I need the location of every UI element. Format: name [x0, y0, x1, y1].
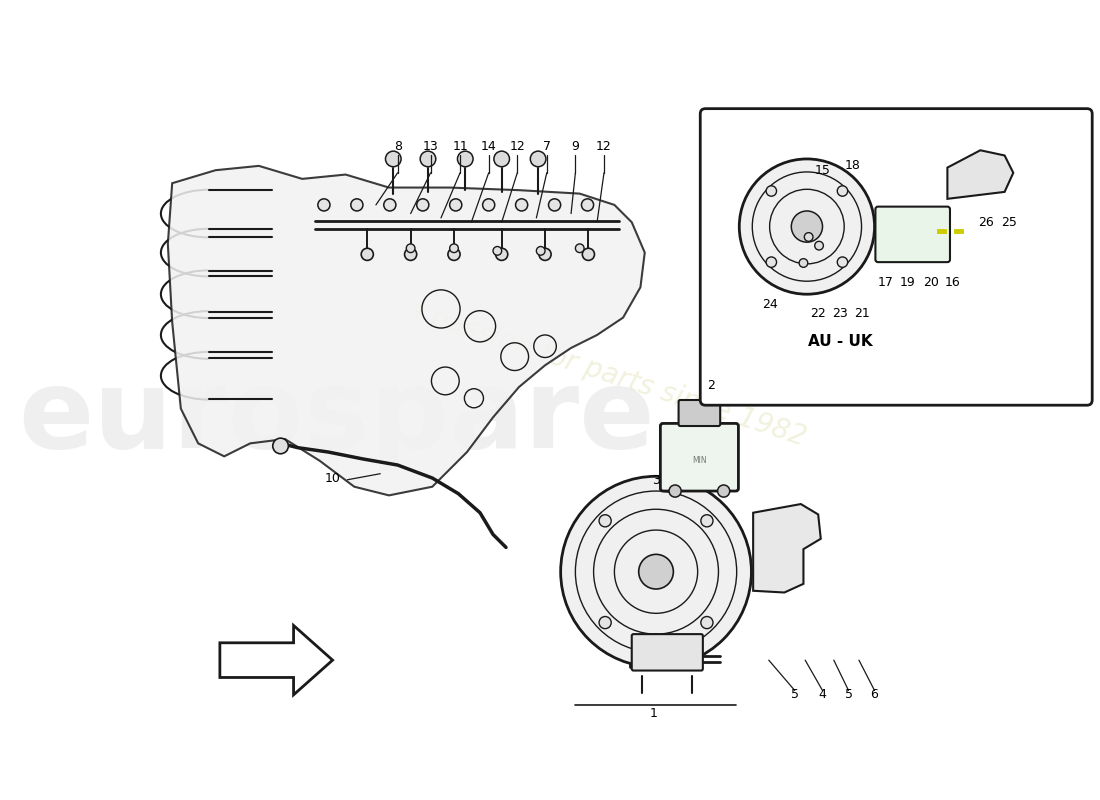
Text: 19: 19: [900, 277, 915, 290]
Text: 10: 10: [324, 471, 341, 485]
Circle shape: [516, 199, 528, 211]
FancyBboxPatch shape: [631, 634, 703, 670]
Circle shape: [717, 485, 729, 497]
Circle shape: [493, 246, 502, 255]
Circle shape: [351, 199, 363, 211]
Circle shape: [739, 159, 874, 294]
Text: 24: 24: [762, 298, 779, 311]
Text: 26: 26: [978, 216, 993, 229]
Text: 12: 12: [509, 140, 525, 154]
FancyBboxPatch shape: [876, 206, 950, 262]
Circle shape: [600, 617, 612, 629]
Text: 21: 21: [854, 306, 869, 320]
Circle shape: [483, 199, 495, 211]
Text: 7: 7: [542, 140, 551, 154]
Circle shape: [385, 151, 402, 166]
Circle shape: [701, 514, 713, 527]
Text: 6: 6: [870, 688, 879, 702]
Text: eurospare: eurospare: [19, 364, 656, 471]
Text: 18: 18: [845, 159, 861, 172]
Text: 2: 2: [707, 378, 715, 392]
Text: MIN: MIN: [692, 456, 706, 465]
Circle shape: [561, 476, 751, 667]
Circle shape: [273, 438, 288, 454]
Circle shape: [496, 248, 508, 260]
Text: 25: 25: [1001, 216, 1016, 229]
Polygon shape: [947, 150, 1013, 199]
Text: 22: 22: [811, 306, 826, 320]
FancyBboxPatch shape: [660, 423, 738, 491]
Circle shape: [530, 151, 546, 166]
Text: 4: 4: [818, 688, 826, 702]
Circle shape: [539, 248, 551, 260]
Text: 11: 11: [452, 140, 468, 154]
Circle shape: [405, 248, 417, 260]
Text: 17: 17: [878, 277, 894, 290]
Circle shape: [804, 233, 813, 242]
Circle shape: [766, 186, 777, 196]
Text: 15: 15: [815, 164, 830, 177]
Circle shape: [420, 151, 436, 166]
Text: 5: 5: [791, 688, 799, 702]
Circle shape: [450, 244, 459, 253]
Circle shape: [458, 151, 473, 166]
Text: AU - UK: AU - UK: [807, 334, 872, 349]
Text: 12: 12: [596, 140, 612, 154]
FancyBboxPatch shape: [701, 109, 1092, 406]
Circle shape: [582, 248, 594, 260]
Text: 20: 20: [923, 277, 938, 290]
Circle shape: [815, 242, 824, 250]
Circle shape: [494, 151, 509, 166]
Circle shape: [537, 246, 544, 255]
Circle shape: [361, 248, 373, 260]
Circle shape: [791, 211, 823, 242]
Circle shape: [406, 244, 415, 253]
Text: 23: 23: [832, 306, 848, 320]
Text: 5: 5: [845, 688, 853, 702]
Circle shape: [448, 248, 460, 260]
Circle shape: [549, 199, 561, 211]
Circle shape: [318, 199, 330, 211]
Circle shape: [766, 257, 777, 267]
Text: 13: 13: [422, 140, 439, 154]
Text: 9: 9: [572, 140, 580, 154]
Circle shape: [837, 186, 848, 196]
Circle shape: [384, 199, 396, 211]
Circle shape: [600, 514, 612, 527]
Circle shape: [701, 617, 713, 629]
Circle shape: [669, 485, 681, 497]
Circle shape: [837, 257, 848, 267]
Circle shape: [639, 554, 673, 589]
Text: 1: 1: [649, 707, 658, 720]
Polygon shape: [220, 626, 332, 695]
Text: 8: 8: [394, 140, 402, 154]
Polygon shape: [168, 166, 645, 495]
Text: 3: 3: [652, 474, 660, 487]
Text: 16: 16: [945, 277, 960, 290]
Polygon shape: [754, 504, 821, 593]
Circle shape: [582, 199, 594, 211]
Circle shape: [799, 258, 807, 267]
Text: 14: 14: [481, 140, 496, 154]
Text: a passion for parts since 1982: a passion for parts since 1982: [402, 296, 810, 452]
Circle shape: [575, 244, 584, 253]
Circle shape: [417, 199, 429, 211]
Circle shape: [450, 199, 462, 211]
FancyBboxPatch shape: [679, 400, 721, 426]
